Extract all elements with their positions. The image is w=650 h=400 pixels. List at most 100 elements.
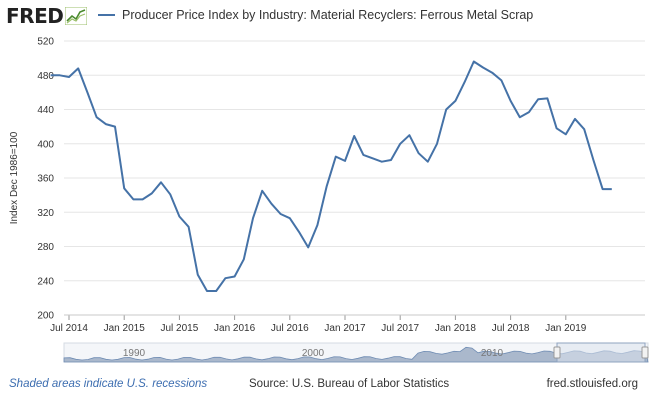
navigator-year-label: 1990 <box>123 348 146 359</box>
x-tick-label: Jul 2018 <box>492 323 530 334</box>
data-point[interactable] <box>352 134 356 138</box>
data-point[interactable] <box>435 142 439 146</box>
data-point[interactable] <box>113 124 117 128</box>
data-point[interactable] <box>499 78 503 82</box>
recession-note: Shaded areas indicate U.S. recessions <box>9 378 208 390</box>
x-axis-ticks: Jul 2014 Jan 2015 Jul 2015 Jan 2016 Jul 2016… <box>50 314 645 334</box>
data-point[interactable] <box>288 216 292 220</box>
data-point[interactable] <box>527 110 531 114</box>
data-point[interactable] <box>462 80 466 84</box>
data-point[interactable] <box>573 117 577 121</box>
data-point[interactable] <box>67 75 71 79</box>
data-point[interactable] <box>131 197 135 201</box>
data-point[interactable] <box>76 66 80 70</box>
data-point[interactable] <box>398 142 402 146</box>
data-point[interactable] <box>242 257 246 261</box>
y-tick-label: 440 <box>37 105 54 116</box>
data-point[interactable] <box>564 132 568 136</box>
graph-footer: Shaded areas indicate U.S. recessions So… <box>0 372 650 396</box>
data-point[interactable] <box>343 159 347 163</box>
data-point[interactable] <box>269 202 273 206</box>
x-tick-label: Jan 2016 <box>214 323 256 334</box>
line-chart: 200 240 280 320 360 400 440 480 520 Jul 2014 Jan … <box>9 37 649 363</box>
data-point[interactable] <box>223 276 227 280</box>
data-point[interactable] <box>536 97 540 101</box>
data-point[interactable] <box>85 90 89 94</box>
x-tick-label: Jan 2017 <box>324 323 366 334</box>
fred-logo[interactable]: FRED <box>6 4 88 28</box>
y-tick-label: 520 <box>37 37 54 48</box>
data-point[interactable] <box>58 73 62 77</box>
x-tick-label: Jul 2014 <box>50 323 88 334</box>
data-point[interactable] <box>545 96 549 100</box>
y-tick-label: 320 <box>37 208 54 219</box>
mini-chart-icon <box>65 7 88 25</box>
navigator-year-label: 2010 <box>481 348 504 359</box>
series-layer <box>48 59 614 293</box>
data-point[interactable] <box>591 158 595 162</box>
data-point[interactable] <box>232 274 236 278</box>
data-point[interactable] <box>453 99 457 103</box>
graph-header: FRED Producer Price Index by Industry: M… <box>0 0 650 30</box>
data-point[interactable] <box>150 191 154 195</box>
legend-series-label: Producer Price Index by Industry: Materi… <box>122 8 534 22</box>
data-point[interactable] <box>104 122 108 126</box>
data-point[interactable] <box>94 115 98 119</box>
data-point[interactable] <box>389 158 393 162</box>
data-point[interactable] <box>481 65 485 69</box>
data-point[interactable] <box>508 99 512 103</box>
data-point[interactable] <box>334 154 338 158</box>
source-note: Source: U.S. Bureau of Labor Statistics <box>249 378 450 390</box>
data-point[interactable] <box>407 133 411 137</box>
fred-url-link[interactable]: fred.stlouisfed.org <box>546 378 638 390</box>
navigator-left-handle[interactable] <box>553 346 561 359</box>
data-point[interactable] <box>251 216 255 220</box>
data-point[interactable] <box>324 184 328 188</box>
data-point[interactable] <box>260 189 264 193</box>
y-tick-label: 240 <box>37 276 54 287</box>
data-point[interactable] <box>306 245 310 249</box>
x-tick-label: Jul 2015 <box>160 323 198 334</box>
data-point[interactable] <box>122 186 126 190</box>
data-point[interactable] <box>380 160 384 164</box>
data-point[interactable] <box>177 214 181 218</box>
data-point[interactable] <box>554 126 558 130</box>
y-tick-label: 360 <box>37 174 54 185</box>
navigator-year-label: 2000 <box>302 348 325 359</box>
x-tick-label: Jan 2015 <box>104 323 146 334</box>
data-point[interactable] <box>490 71 494 75</box>
data-point[interactable] <box>168 192 172 196</box>
data-point[interactable] <box>444 107 448 111</box>
data-point[interactable] <box>416 151 420 155</box>
data-point[interactable] <box>582 127 586 131</box>
data-point[interactable] <box>159 180 163 184</box>
x-tick-label: Jul 2016 <box>271 323 309 334</box>
y-tick-label: 400 <box>37 139 54 150</box>
data-point[interactable] <box>361 153 365 157</box>
data-point[interactable] <box>426 160 430 164</box>
data-point[interactable] <box>610 187 614 191</box>
data-point[interactable] <box>518 115 522 119</box>
navigator-window[interactable] <box>556 342 646 363</box>
data-point[interactable] <box>297 230 301 234</box>
data-point[interactable] <box>315 223 319 227</box>
navigator-right-handle[interactable] <box>641 346 649 359</box>
data-point[interactable] <box>196 273 200 277</box>
range-navigator[interactable]: 1990 2000 2010 <box>63 342 649 363</box>
data-point[interactable] <box>370 156 374 160</box>
data-point[interactable] <box>472 59 476 63</box>
data-point[interactable] <box>186 225 190 229</box>
y-axis-label: Index Dec 1986=100 <box>9 131 20 224</box>
x-tick-label: Jan 2019 <box>545 323 587 334</box>
fred-logo-text: FRED <box>6 4 64 28</box>
data-point[interactable] <box>214 289 218 293</box>
data-point[interactable] <box>48 73 52 77</box>
data-point[interactable] <box>140 197 144 201</box>
data-point[interactable] <box>278 212 282 216</box>
x-tick-label: Jul 2017 <box>381 323 419 334</box>
series-line <box>50 60 612 292</box>
data-point[interactable] <box>205 289 209 293</box>
y-axis-ticks: 200 240 280 320 360 400 440 480 520 <box>37 37 54 322</box>
data-point[interactable] <box>600 187 604 191</box>
